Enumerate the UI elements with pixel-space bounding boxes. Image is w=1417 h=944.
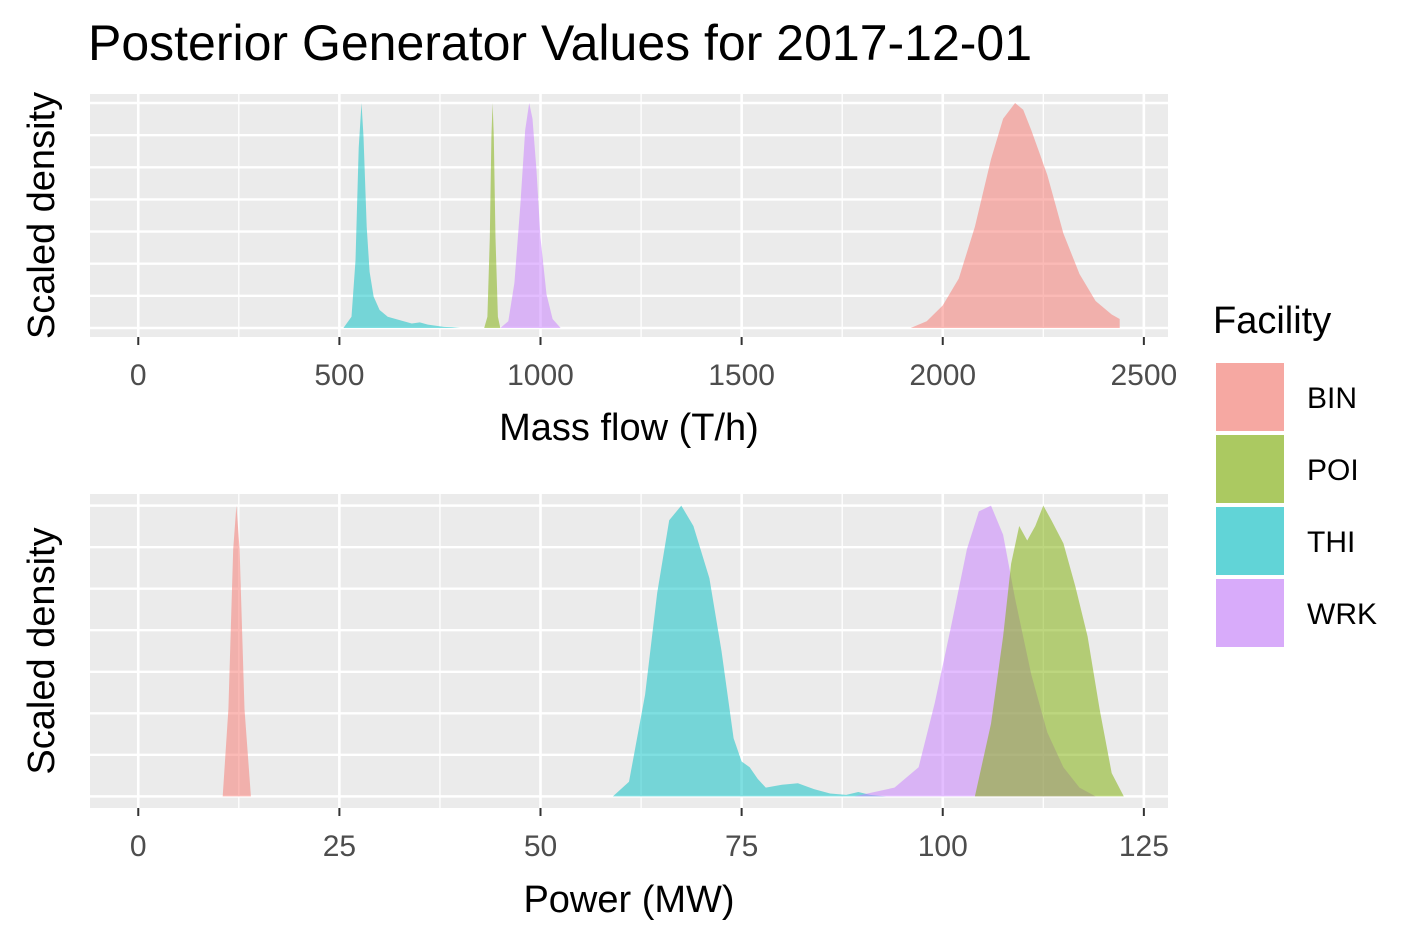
legend-entry-bin: BIN: [1216, 363, 1357, 431]
legend-label: POI: [1307, 454, 1359, 487]
y-axis-title: Scaled density: [21, 527, 63, 774]
x-tick-label: 0: [130, 359, 147, 392]
legend-entry-thi: THI: [1216, 507, 1355, 575]
x-tick-label: 0: [130, 830, 147, 863]
legend-swatch: [1216, 507, 1284, 575]
x-tick-label: 50: [524, 830, 557, 863]
x-tick-label: 75: [725, 830, 758, 863]
legend-label: THI: [1307, 526, 1355, 559]
x-axis-title: Power (MW): [523, 879, 734, 921]
power-panel: 0 25 50 75 100 125 Power (MW) Scaled density: [21, 494, 1169, 921]
legend-entry-wrk: WRK: [1216, 579, 1377, 647]
page-title: Posterior Generator Values for 2017-12-0…: [88, 15, 1033, 71]
density-area-thi: [612, 505, 887, 797]
density-area-wrk: [500, 103, 561, 328]
legend-label: WRK: [1307, 598, 1377, 631]
x-tick-label: 125: [1119, 830, 1169, 863]
legend-swatch: [1216, 435, 1284, 503]
x-tick-label: 2000: [909, 359, 976, 392]
x-tick-label: 2500: [1110, 359, 1177, 392]
density-area-thi: [343, 103, 461, 328]
density-area-poi: [484, 103, 501, 328]
y-axis-title: Scaled density: [21, 92, 63, 339]
x-axis-title: Mass flow (T/h): [499, 407, 759, 449]
x-tick-label: 500: [314, 359, 364, 392]
legend-swatch: [1216, 579, 1284, 647]
legend-title: Facility: [1213, 300, 1331, 342]
legend: Facility BIN POI THI WRK: [1213, 300, 1377, 647]
legend-swatch: [1216, 363, 1284, 431]
density-area-bin: [910, 103, 1120, 328]
x-tick-label: 1500: [708, 359, 775, 392]
x-tick-label: 25: [323, 830, 356, 863]
legend-label: BIN: [1307, 382, 1357, 415]
density-area-bin: [222, 505, 251, 797]
legend-entry-poi: POI: [1216, 435, 1359, 503]
x-tick-label: 1000: [507, 359, 574, 392]
mass-flow-panel: 0 500 1000 1500 2000 2500 Mass flow (T/h) Scale…: [21, 92, 1177, 449]
density-area-poi: [974, 505, 1124, 797]
x-tick-label: 100: [918, 830, 968, 863]
